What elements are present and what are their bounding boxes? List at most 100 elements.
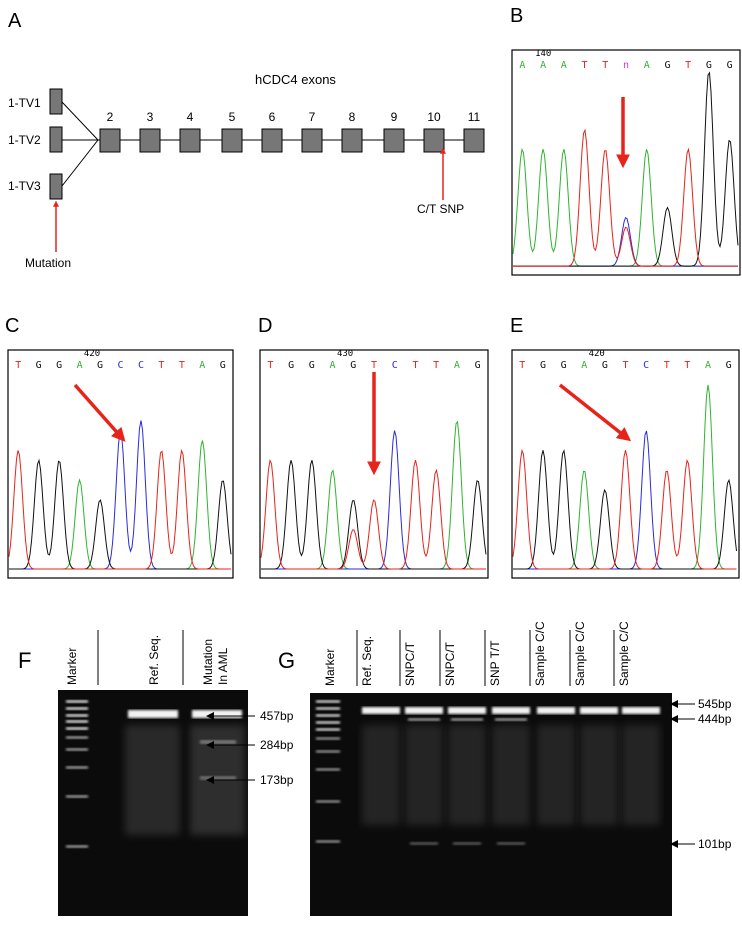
gel-band — [622, 707, 660, 714]
variant-label-tv3: 1-TV3 — [8, 179, 41, 193]
base-call: C — [392, 360, 398, 371]
gel-g-lane-label: Sample C/C — [533, 621, 547, 686]
chromatogram-c: 420 T G G A G C C T T A G — [7, 349, 234, 579]
base-call: G — [664, 60, 670, 71]
gel-band — [66, 766, 88, 769]
gel-band — [316, 721, 340, 724]
gel-g: Marker Ref. Seq. SNPC/T SNPC/T SNP T/T Sample… — [310, 621, 732, 916]
base-position: 420 — [84, 349, 100, 359]
panel-label-g: G — [278, 648, 295, 673]
gel-band — [66, 845, 88, 848]
gel-band — [192, 710, 242, 718]
gel-band — [316, 728, 340, 731]
gel-g-lane-label: SNPC/T — [403, 641, 417, 686]
base-call: T — [267, 360, 273, 371]
base-call: T — [664, 360, 670, 371]
gel-band — [537, 725, 575, 825]
gel-band — [66, 795, 88, 798]
base-call: A — [581, 360, 587, 371]
base-call: C — [138, 360, 144, 371]
base-position: 420 — [589, 349, 605, 359]
base-call: T — [582, 60, 588, 71]
base-call: G — [220, 360, 226, 371]
panel-label-a: A — [8, 10, 22, 32]
base-call: T — [371, 360, 377, 371]
base-position: 430 — [337, 349, 353, 359]
panel-label-f: F — [18, 648, 31, 673]
chromatogram-e: 420 T G G A G T C T T A G — [511, 349, 740, 579]
panel-label-d: D — [258, 315, 272, 337]
gel-g-band-545: 545bp — [698, 697, 732, 711]
exon-box — [139, 128, 161, 153]
gel-band — [497, 842, 525, 845]
exon-box — [221, 128, 243, 153]
base-call: A — [644, 60, 650, 71]
base-call: G — [475, 360, 481, 371]
exon-box — [301, 128, 323, 153]
gel-f-lane-mutation-1: Mutation — [201, 639, 215, 685]
gel-band — [125, 725, 180, 835]
exon-box-tv1 — [49, 88, 63, 115]
gel-band — [622, 725, 660, 825]
gel-band — [316, 707, 340, 710]
exon-number: 10 — [427, 110, 441, 124]
base-call: G — [727, 60, 733, 71]
gel-g-lane-label: Ref. Seq. — [360, 636, 374, 686]
base-call: T — [685, 60, 691, 71]
base-call: G — [706, 60, 712, 71]
gel-band — [492, 725, 530, 825]
base-call: T — [433, 360, 439, 371]
base-call: A — [454, 360, 460, 371]
exon-box — [423, 128, 445, 153]
chromatogram-frame — [511, 49, 741, 276]
trace-G — [513, 449, 737, 570]
gel-band — [408, 718, 440, 721]
exon-number: 7 — [309, 110, 316, 124]
trace-T — [512, 448, 737, 570]
base-call: A — [519, 60, 525, 71]
gel-band — [316, 737, 340, 740]
exon-diagram: hCDC4 exons 1-TV1 1-TV2 1-TV3 2 3 4 5 6 7 8 9 10… — [8, 72, 485, 270]
exon-box — [99, 128, 121, 153]
panel-label-c: C — [5, 315, 19, 337]
snp-label: C/T SNP — [417, 202, 464, 216]
panel-label-e: E — [510, 315, 523, 337]
gel-band — [448, 707, 486, 714]
gel-g-band-444: 444bp — [698, 712, 732, 726]
exon-box-tv3 — [49, 173, 63, 200]
panel-label-b: B — [510, 5, 523, 27]
exon-number: 3 — [147, 110, 154, 124]
trace-T — [260, 458, 486, 570]
gel-f-band-457: 457bp — [260, 709, 294, 723]
trace-T — [513, 128, 738, 267]
exon-number: 9 — [391, 110, 398, 124]
gel-band — [66, 700, 88, 703]
gel-band — [405, 707, 443, 714]
gel-band — [316, 768, 340, 771]
base-call: G — [56, 360, 62, 371]
base-call: T — [622, 360, 628, 371]
base-call: A — [77, 360, 83, 371]
base-call: C — [643, 360, 649, 371]
chromatogram-frame — [511, 349, 740, 579]
gel-f-lane-ref: Ref. Seq. — [147, 635, 161, 685]
base-call: G — [726, 360, 732, 371]
gel-f-lane-marker: Marker — [65, 648, 79, 685]
gel-g-band-101: 101bp — [698, 837, 732, 851]
base-call: T — [15, 360, 21, 371]
gel-band — [200, 740, 236, 744]
variant-label-tv2: 1-TV2 — [8, 133, 41, 147]
gel-band — [410, 842, 438, 845]
gel-band — [492, 707, 530, 714]
base-call: T — [602, 60, 608, 71]
chromatogram-d: 430 T G G A G T C T T A G — [259, 349, 489, 579]
gel-band — [316, 840, 340, 843]
gel-f: Marker Ref. Seq. Mutation In AML 457bp 2… — [58, 630, 294, 916]
base-call: G — [288, 360, 294, 371]
gel-band — [580, 725, 618, 825]
gel-f-band-173: 173bp — [260, 773, 294, 787]
exon-box — [179, 128, 201, 153]
